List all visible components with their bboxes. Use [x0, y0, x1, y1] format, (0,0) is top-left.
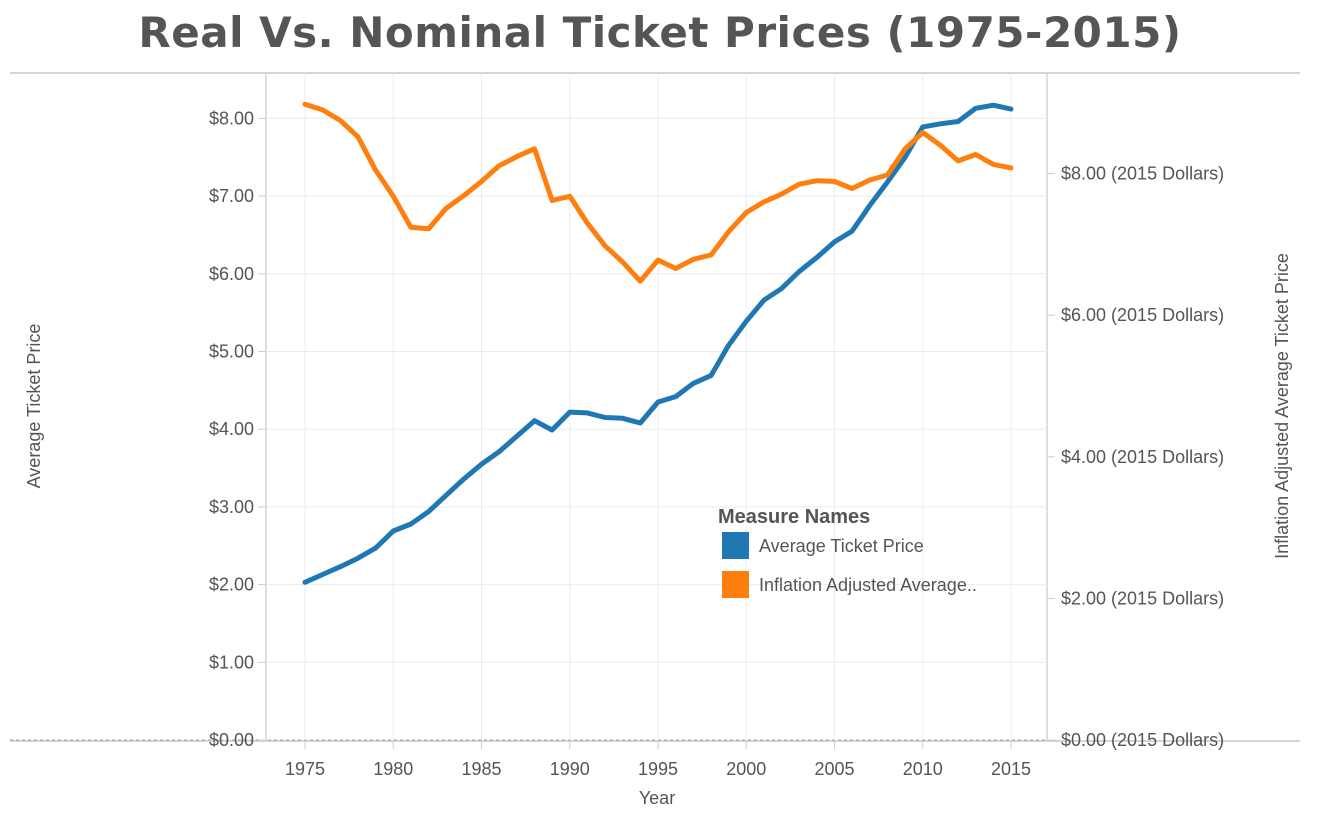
y-axis-left-title: Average Ticket Price: [24, 324, 44, 489]
chart-title: Real Vs. Nominal Ticket Prices (1975-201…: [138, 8, 1182, 57]
gridlines: [266, 73, 1047, 740]
left-tick-label: $6.00: [209, 264, 254, 284]
right-axis-ticks: $0.00 (2015 Dollars) $2.00 (2015 Dollars)…: [1047, 164, 1224, 750]
y-axis-right-title: Inflation Adjusted Average Ticket Price: [1272, 253, 1292, 559]
legend-swatch-average[interactable]: [722, 532, 749, 559]
x-axis-ticks: 1975 1980 1985 1990 1995 2000 2005 2010 2015: [285, 741, 1031, 779]
x-tick-label: 2010: [903, 759, 943, 779]
x-tick-label: 2015: [991, 759, 1031, 779]
x-tick-label: 1975: [285, 759, 325, 779]
legend-title: Measure Names: [718, 506, 870, 528]
series-line-inflation-adjusted[interactable]: [302, 101, 1014, 284]
left-axis-ticks: $0.00 $1.00 $2.00 $3.00 $4.00 $5.00 $6.00 $7.00…: [209, 108, 266, 750]
x-axis-title: Year: [639, 788, 675, 808]
x-tick-label: 2000: [726, 759, 766, 779]
left-tick-label: $4.00: [209, 419, 254, 439]
left-tick-label: $2.00: [209, 575, 254, 595]
left-tick-label: $3.00: [209, 497, 254, 517]
legend-swatch-inflation[interactable]: [722, 571, 749, 598]
left-tick-label: $5.00: [209, 342, 254, 362]
x-tick-label: 1985: [461, 759, 501, 779]
right-tick-label: $2.00 (2015 Dollars): [1061, 588, 1224, 608]
x-tick-label: 2005: [814, 759, 854, 779]
series-line-average-ticket-price[interactable]: [302, 102, 1014, 585]
right-tick-label: $0.00 (2015 Dollars): [1061, 730, 1224, 750]
x-tick-label: 1980: [373, 759, 413, 779]
legend[interactable]: Measure Names Average Ticket Price Infla…: [718, 506, 977, 598]
x-tick-label: 1995: [638, 759, 678, 779]
left-tick-label: $1.00: [209, 652, 254, 672]
x-tick-label: 1990: [550, 759, 590, 779]
legend-label-inflation[interactable]: Inflation Adjusted Average..: [759, 575, 977, 595]
left-tick-label: $0.00: [209, 730, 254, 750]
right-tick-label: $4.00 (2015 Dollars): [1061, 447, 1224, 467]
series-lines: [302, 101, 1014, 585]
left-tick-label: $7.00: [209, 186, 254, 206]
right-tick-label: $8.00 (2015 Dollars): [1061, 164, 1224, 184]
right-tick-label: $6.00 (2015 Dollars): [1061, 305, 1224, 325]
legend-label-average[interactable]: Average Ticket Price: [759, 536, 924, 556]
left-tick-label: $8.00: [209, 108, 254, 128]
